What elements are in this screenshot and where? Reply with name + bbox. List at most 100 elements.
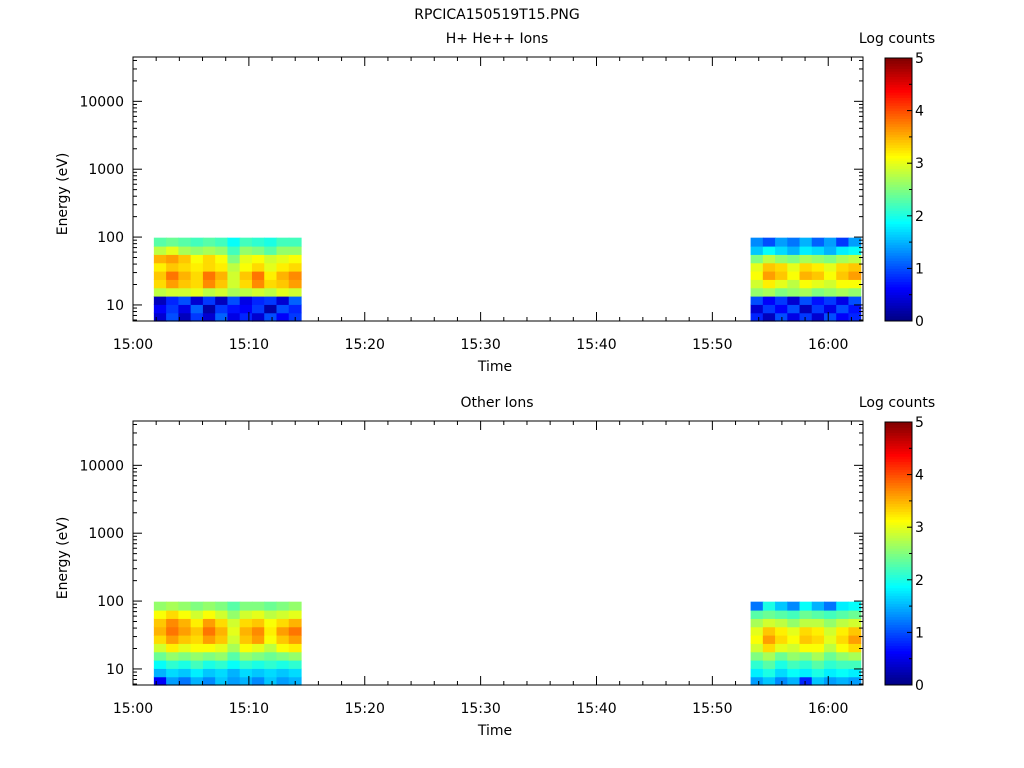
heatmap-cell [202,304,216,314]
heatmap-cell [762,237,776,247]
heatmap-cell [823,618,837,628]
colorbar-segment [885,666,912,670]
heatmap-cell [276,676,290,686]
colorbar-segment [885,645,912,649]
heatmap-cell [239,651,253,661]
heatmap-cell [153,237,167,247]
colorbar-segment [885,142,912,146]
colorbar-segment [885,73,912,77]
heatmap-cell [227,660,241,669]
heatmap-cell [750,668,764,678]
heatmap-cell [836,668,850,678]
heatmap-cell [775,246,788,255]
colorbar-segment [885,192,912,196]
heatmap-cell [750,618,764,628]
colorbar-segment [885,213,912,217]
colorbar-tick-label: 5 [915,51,924,67]
heatmap-cells [153,237,862,322]
heatmap-cell [276,668,290,678]
colorbar-segment [885,223,912,227]
colorbar-segment [885,627,912,631]
heatmap-cell [811,668,825,678]
heatmap-cell [202,254,216,264]
plot-frame [132,56,864,322]
heatmap-cell [750,651,764,661]
heatmap-cell [775,626,788,636]
heatmap-cell [276,296,290,305]
x-tick-label: 15:40 [576,701,616,717]
heatmap-cell [215,262,229,272]
colorbar-segment [885,558,912,562]
heatmap-cell [762,262,776,272]
heatmap-cell [215,660,229,669]
x-tick-label: 16:00 [808,701,848,717]
heatmap-cell [750,676,764,686]
colorbar-segment [885,635,912,639]
heatmap-cell [775,601,788,611]
heatmap-cell [276,279,290,289]
colorbar-segment [885,561,912,565]
heatmap-cell [153,643,167,653]
colorbar-segment [885,464,912,468]
heatmap-cell [166,676,179,686]
heatmap-cell [178,610,192,619]
colorbar-segment [885,79,912,83]
heatmap-cell [799,254,813,264]
heatmap-cell [787,635,801,644]
colorbar-segment [885,313,912,317]
heatmap-cell [239,601,253,611]
heatmap-cell [251,676,265,686]
heatmap-cell [762,651,776,661]
colorbar-tick-label: 4 [915,104,924,120]
heatmap-cell [750,254,764,264]
heatmap-cell [848,626,862,636]
heatmap-cell [251,304,265,314]
colorbar-segment [885,305,912,309]
heatmap-cell [787,618,801,628]
heatmap-cell [288,296,302,305]
heatmap-cell [750,635,764,644]
heatmap-cell [811,312,825,322]
colorbar-segment [885,205,912,209]
colorbar-segment [885,207,912,212]
heatmap-cell [848,296,862,305]
heatmap-cell [190,237,204,247]
colorbar-segment [885,297,912,301]
heatmap-cell [823,635,837,644]
heatmap-cell [811,601,825,611]
colorbar-segment [885,144,912,148]
heatmap-cell [215,610,229,619]
heatmap-cell [190,279,204,289]
colorbar-segment [885,181,912,185]
heatmap-cell [190,668,204,678]
heatmap-cell [848,643,862,653]
colorbar-segment [885,276,912,280]
heatmap-cell [811,626,825,636]
heatmap-cell [750,262,764,272]
heatmap-cell [264,304,278,314]
heatmap-cell [775,237,788,247]
heatmap-cell [787,676,801,686]
heatmap-cell [823,271,837,280]
colorbar-segment [885,260,912,264]
x-tick-label: 15:00 [113,701,153,717]
heatmap-cell [787,237,801,247]
colorbar-segment [885,139,912,143]
colorbar-segment [885,674,912,678]
colorbar-segment [885,215,912,219]
colorbar-segment [885,521,912,526]
heatmap-cell [264,668,278,678]
heatmap-cell [153,271,167,280]
heatmap-cell [215,668,229,678]
heatmap-cell [288,262,302,272]
colorbar-segment [885,566,912,570]
heatmap-cell [836,237,850,247]
colorbar-tick-label: 1 [915,261,924,277]
heatmap-cell [178,660,192,669]
colorbar-segment [885,458,912,462]
x-tick-label: 15:10 [229,337,269,353]
heatmap-cell [190,254,204,264]
heatmap-cell [166,651,179,661]
colorbar: 0 1 2 3 4 5 [884,51,924,330]
colorbar-segment [885,574,912,578]
